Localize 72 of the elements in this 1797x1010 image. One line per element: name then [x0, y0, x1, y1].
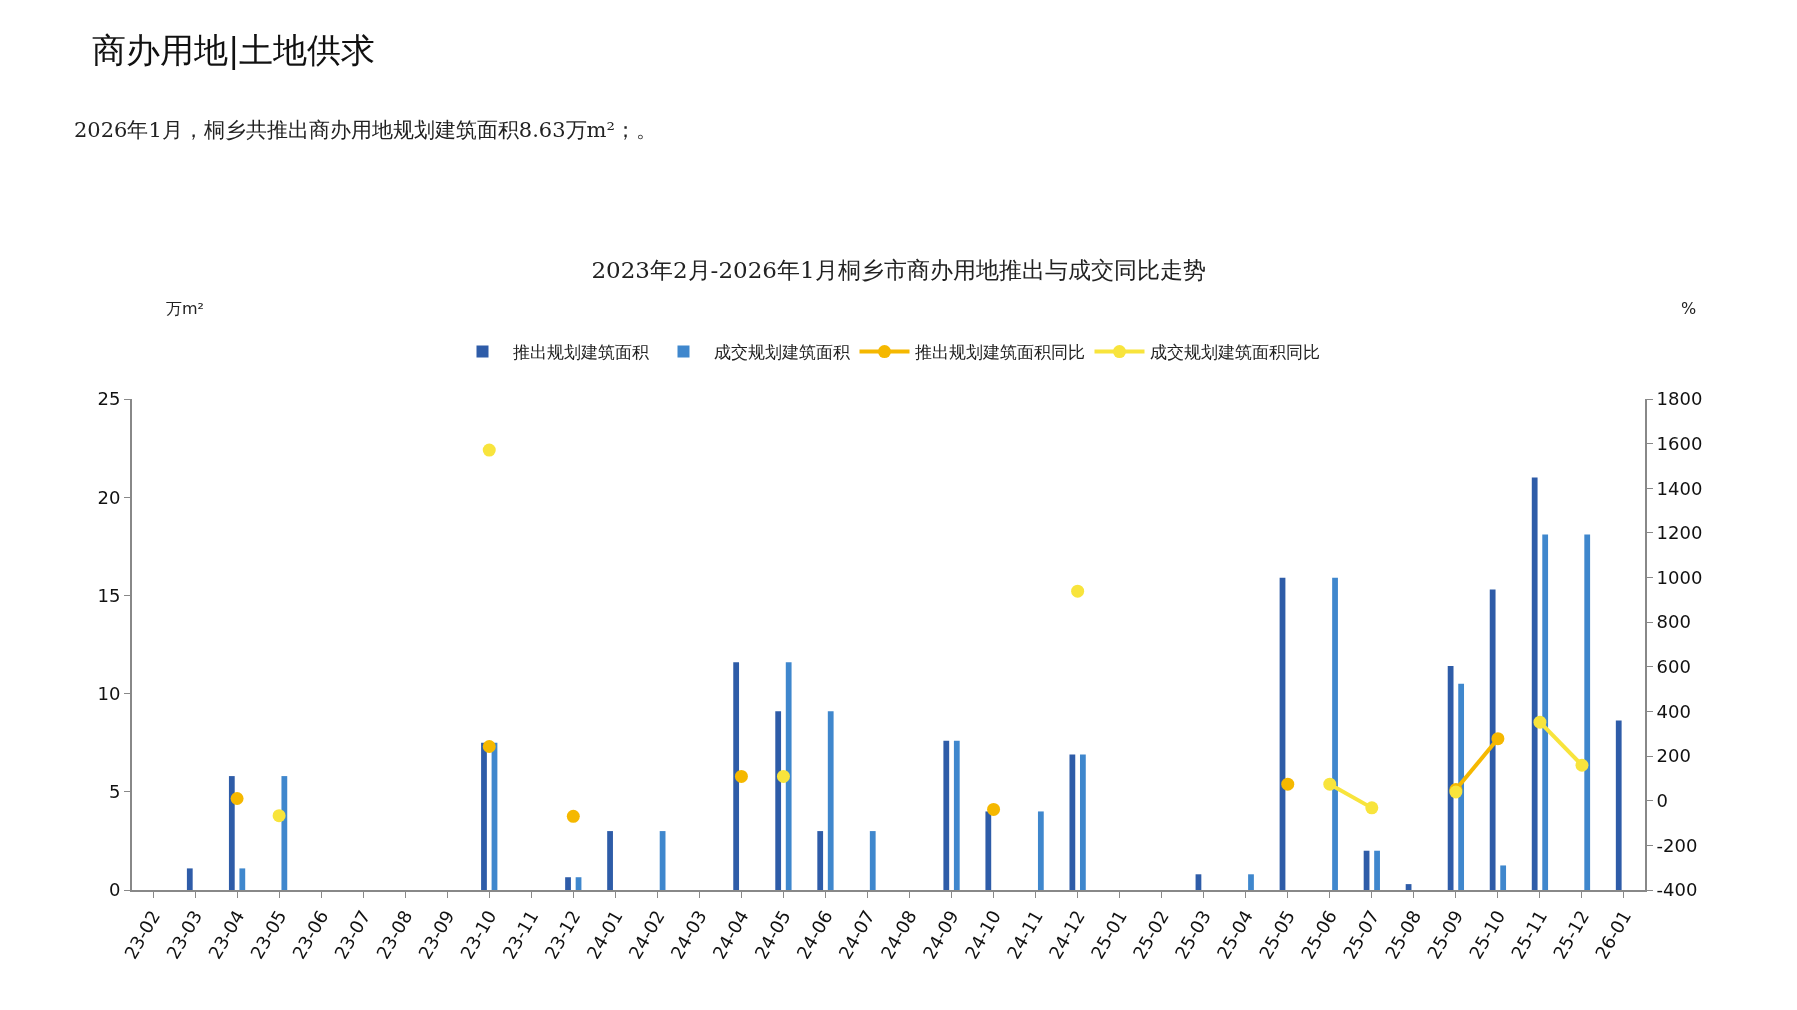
point — [1491, 732, 1505, 746]
y2-tick-label: 1800 — [1656, 388, 1703, 410]
point — [734, 769, 748, 783]
bar — [943, 740, 950, 890]
bar — [1037, 811, 1044, 890]
bar — [1458, 683, 1465, 890]
legend-label: 成交规划建筑面积 — [713, 342, 850, 363]
bar — [1447, 666, 1454, 890]
point — [776, 769, 790, 783]
bar — [733, 662, 740, 890]
y2-tick-label: 1200 — [1656, 522, 1703, 544]
bar — [186, 868, 193, 890]
bar — [817, 831, 824, 890]
y-tick-label: 5 — [108, 781, 121, 803]
point — [566, 809, 580, 823]
y2-tick-label: 200 — [1656, 745, 1691, 767]
text: 2026年1月，桐乡共推出商办用地规划建筑面积8.63万m²；。 — [74, 118, 657, 142]
bar — [1489, 589, 1496, 890]
point — [1575, 758, 1589, 772]
y-tick-label: 0 — [108, 879, 121, 901]
y2-tick-label: 800 — [1656, 611, 1691, 633]
y-tick-label: 20 — [97, 486, 121, 508]
y2-tick-label: 1400 — [1656, 477, 1703, 499]
bar — [1374, 850, 1380, 890]
y-tick-label: 25 — [97, 388, 121, 410]
y2-tick-label: 600 — [1656, 656, 1691, 678]
bar — [785, 662, 792, 890]
point — [1533, 715, 1547, 729]
y2-tick-label: -200 — [1656, 834, 1698, 856]
point — [482, 443, 496, 457]
y2-axis-title: % — [1681, 299, 1697, 318]
point — [1281, 777, 1295, 791]
bar — [953, 740, 960, 890]
legend-label: 推出规划建筑面积同比 — [914, 342, 1085, 363]
bar — [565, 877, 571, 890]
point — [1071, 584, 1085, 598]
y2-tick-label: 1000 — [1656, 566, 1703, 588]
bar — [239, 868, 246, 890]
point — [272, 809, 286, 823]
y2-tick-label: 1600 — [1656, 432, 1703, 454]
bar — [481, 742, 487, 890]
text: 商办用地|土地供求 — [92, 30, 376, 70]
bar — [869, 831, 876, 890]
bar — [1584, 534, 1591, 890]
point — [1365, 801, 1379, 815]
point — [482, 739, 496, 753]
legend-label: 推出规划建筑面积 — [512, 342, 649, 363]
bar — [985, 811, 992, 890]
bar — [1248, 874, 1254, 890]
y-axis-title: 万m² — [166, 299, 204, 318]
bar — [1531, 477, 1538, 890]
bar — [1069, 754, 1076, 890]
bar — [775, 711, 782, 890]
y2-tick-label: 0 — [1656, 790, 1669, 812]
bar — [827, 711, 834, 890]
bar — [607, 831, 613, 890]
point — [987, 802, 1001, 816]
y-tick-label: 15 — [97, 584, 121, 606]
y-tick-label: 10 — [97, 682, 121, 704]
bar — [1542, 534, 1549, 890]
bar — [228, 776, 235, 890]
bar — [1615, 720, 1622, 890]
point — [230, 792, 244, 805]
bar — [1332, 577, 1338, 890]
point — [1323, 777, 1337, 791]
y2-tick-label: -400 — [1656, 879, 1698, 901]
bar — [1500, 865, 1507, 890]
bar — [281, 776, 288, 890]
y2-tick-label: 400 — [1656, 700, 1691, 722]
bar — [1079, 754, 1086, 890]
chart-title: 2023年2月-2026年1月桐乡市商办用地推出与成交同比走势 — [591, 257, 1206, 284]
legend-label: 成交规划建筑面积同比 — [1149, 342, 1320, 363]
